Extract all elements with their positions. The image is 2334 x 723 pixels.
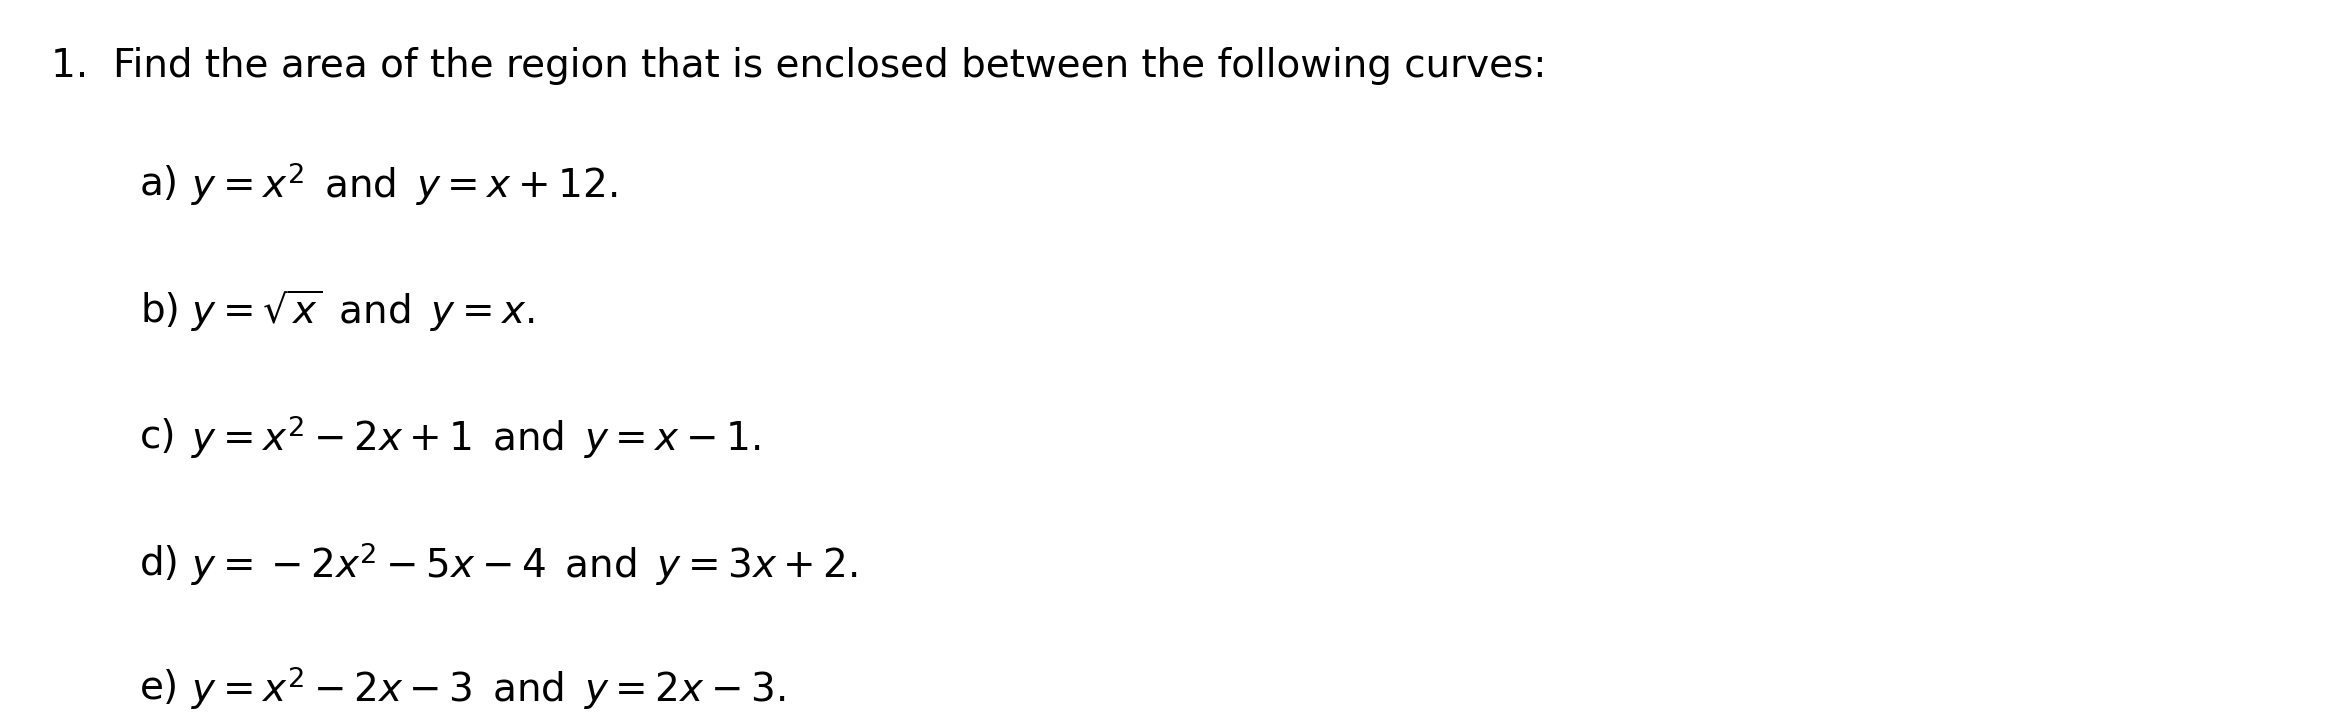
Text: d): d) <box>140 545 180 583</box>
Text: a): a) <box>140 166 180 203</box>
Text: $y = \sqrt{x}\,$ and $\,y = x.$: $y = \sqrt{x}\,$ and $\,y = x.$ <box>191 288 534 334</box>
Text: $y = x^{2}\,$ and $\,y = x + 12.$: $y = x^{2}\,$ and $\,y = x + 12.$ <box>191 161 619 208</box>
Text: 1.  Find the area of the region that is enclosed between the following curves:: 1. Find the area of the region that is e… <box>51 47 1547 85</box>
Text: $y = x^{2} - 2x - 3\,$ and $\,y = 2x - 3.$: $y = x^{2} - 2x - 3\,$ and $\,y = 2x - 3… <box>191 664 787 712</box>
Text: c): c) <box>140 419 177 456</box>
Text: b): b) <box>140 292 180 330</box>
Text: $y = -2x^{2} - 5x - 4\,$ and $\,y = 3x + 2.$: $y = -2x^{2} - 5x - 4\,$ and $\,y = 3x +… <box>191 540 859 588</box>
Text: $y = x^{2} - 2x + 1\,$ and $\,y = x - 1.$: $y = x^{2} - 2x + 1\,$ and $\,y = x - 1.… <box>191 414 761 461</box>
Text: e): e) <box>140 669 180 707</box>
